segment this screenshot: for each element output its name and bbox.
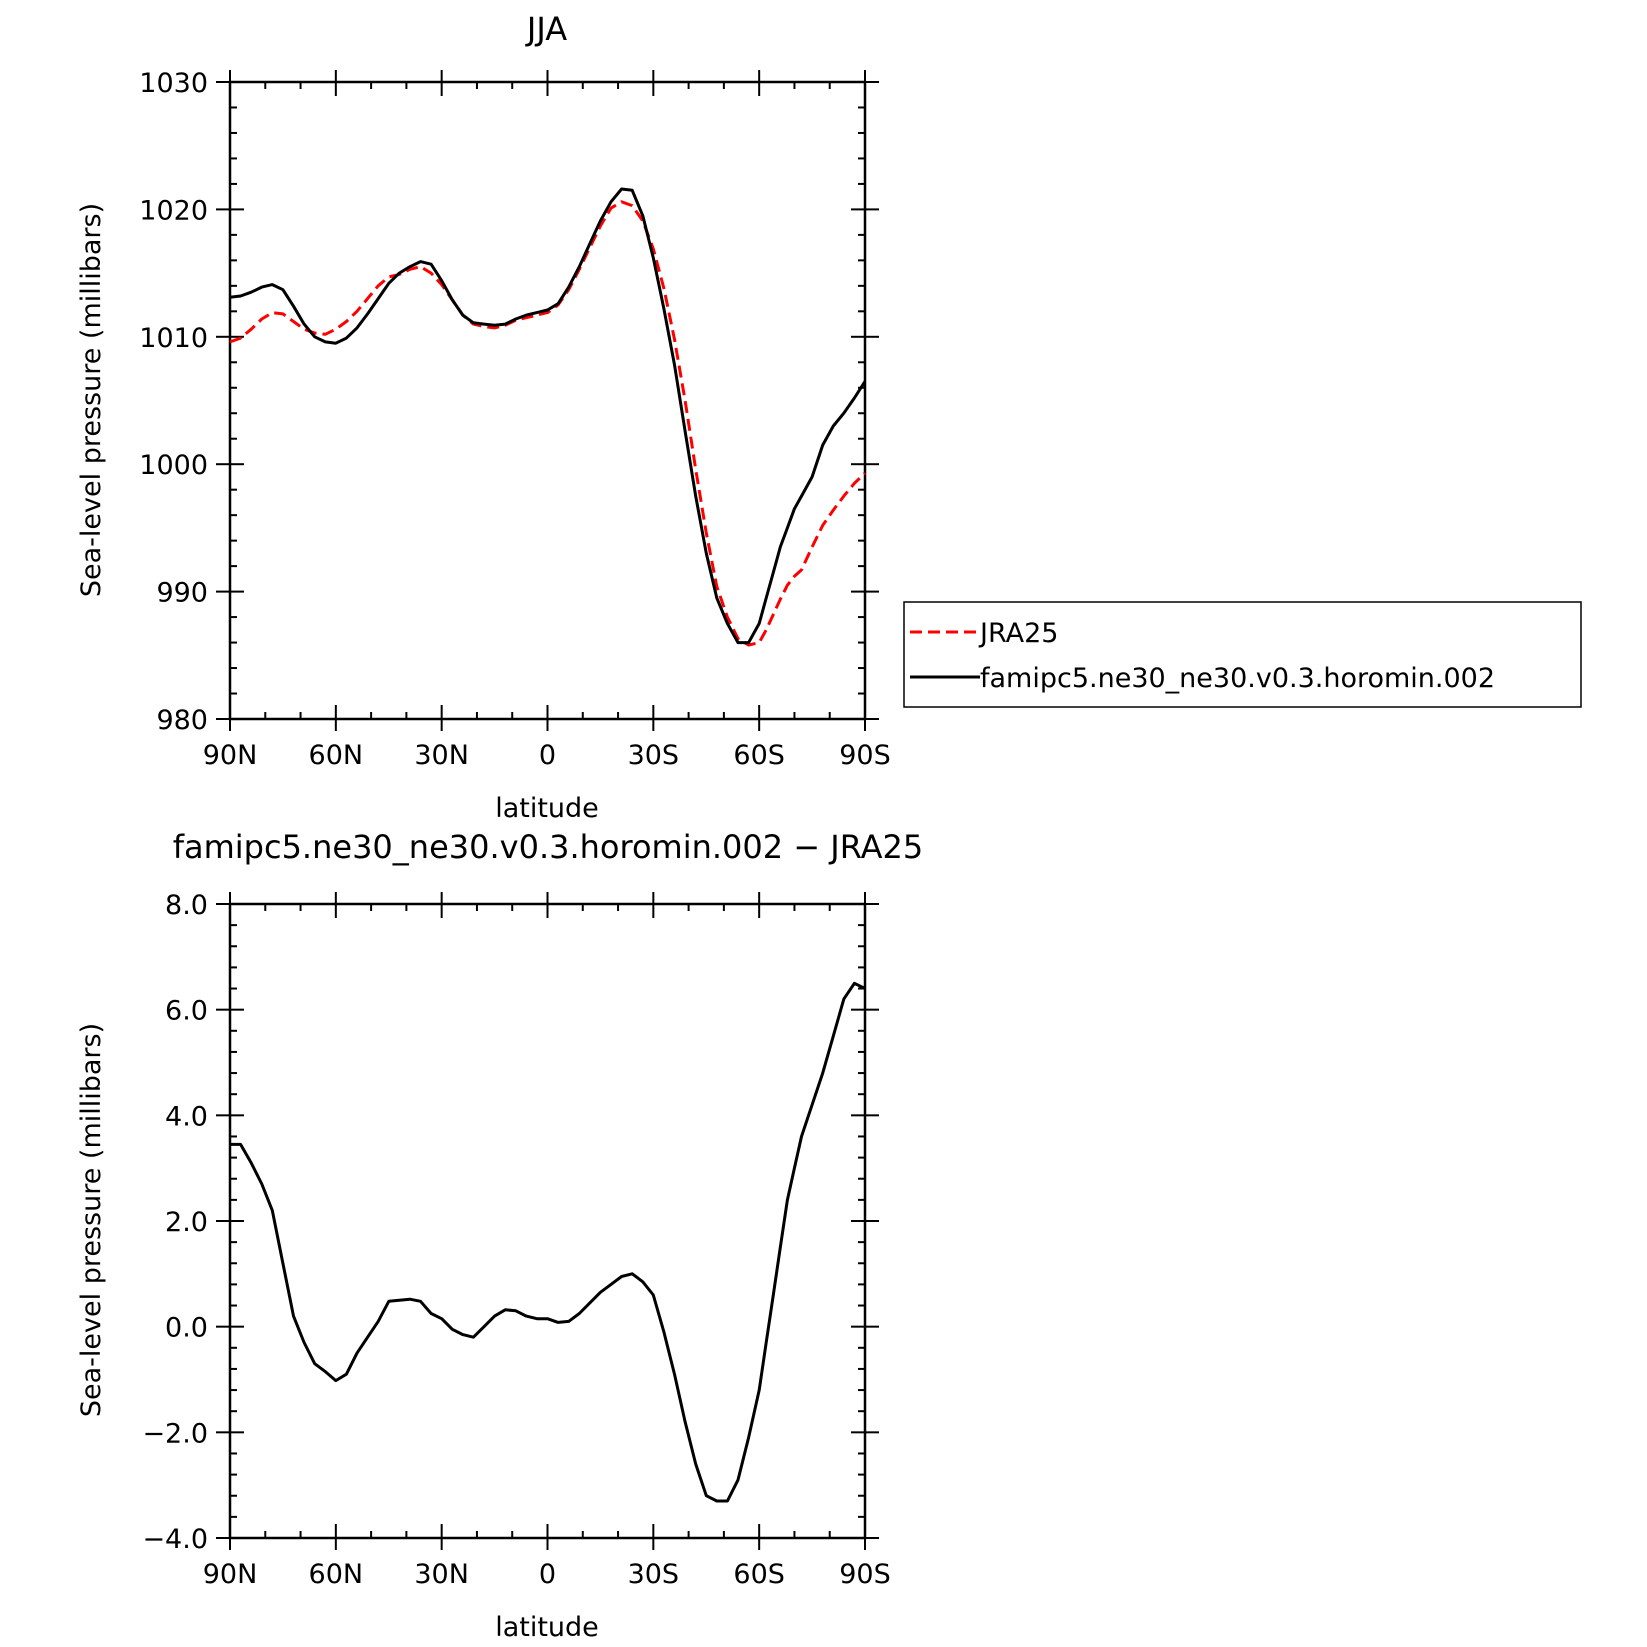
top-y-axis-label: Sea-level pressure (millibars) [76,203,107,597]
top-y-tick-label: 1020 [139,195,208,226]
top-plot-series [229,187,867,647]
bottom-plot-series [230,981,866,1503]
legend-label-jra25: JRA25 [978,618,1058,649]
top-x-tick-label: 30N [414,740,469,771]
top-x-tick-label: 30S [628,740,680,771]
top-plot-title: JJA [525,10,567,48]
bottom-plot-title: famipc5.ne30_ne30.v0.3.horomin.002 − JRA… [173,828,924,866]
top-x-tick-label: 0 [539,740,556,771]
top-y-tick-label: 1000 [139,450,208,481]
bottom-y-tick-label: 2.0 [165,1207,208,1238]
bottom-y-tick-label: −2.0 [142,1418,208,1449]
bottom-plot-tick-labels: 90N 60N 30N 0 30S 60S 90S −4.0 −2.0 0.0 2.0 4.0 6.0 8… [142,890,890,1590]
bottom-plot-ticks [216,892,879,1550]
bottom-y-tick-label: 8.0 [165,890,208,921]
top-x-axis-label: latitude [495,793,599,824]
bottom-y-tick-label: 0.0 [165,1313,208,1344]
bottom-x-tick-label: 90S [839,1559,891,1590]
bottom-x-tick-label: 30S [628,1559,680,1590]
bottom-plot-frame [228,902,867,1540]
bottom-x-axis-label: latitude [495,1612,599,1643]
top-jra25-line [229,200,867,647]
top-plot-tick-labels: 90N 60N 30N 0 30S 60S 90S 980 990 1000 1010 1020 103… [139,68,890,771]
bottom-x-tick-label: 0 [539,1559,556,1590]
top-x-tick-label: 60N [309,740,364,771]
legend: JRA25 famipc5.ne30_ne30.v0.3.horomin.002 [903,601,1582,708]
bottom-x-tick-label: 30N [414,1559,469,1590]
bottom-x-tick-label: 60N [309,1559,364,1590]
top-model-line [229,187,867,645]
bottom-plot: famipc5.ne30_ne30.v0.3.horomin.002 − JRA… [76,828,923,1643]
top-y-tick-label: 1010 [139,323,208,354]
top-x-tick-label: 90S [839,740,891,771]
legend-box [903,601,1582,708]
top-x-tick-label: 90N [203,740,258,771]
legend-label-model: famipc5.ne30_ne30.v0.3.horomin.002 [980,663,1495,694]
bottom-y-tick-label: 4.0 [165,1101,208,1132]
top-plot: JJA 90N 60N 30N 0 30S 60S 90S 980 990 1000 1010 102… [76,10,891,824]
top-x-tick-label: 60S [733,740,785,771]
bottom-x-tick-label: 60S [733,1559,785,1590]
bottom-x-tick-label: 90N [203,1559,258,1590]
top-y-tick-label: 1030 [139,68,208,99]
bottom-difference-line [230,981,866,1503]
bottom-y-tick-label: −4.0 [142,1524,208,1555]
top-y-tick-label: 990 [156,578,208,609]
bottom-y-axis-label: Sea-level pressure (millibars) [76,1023,107,1417]
top-y-tick-label: 980 [156,705,208,736]
top-plot-ticks [216,70,879,731]
bottom-y-tick-label: 6.0 [165,996,208,1027]
